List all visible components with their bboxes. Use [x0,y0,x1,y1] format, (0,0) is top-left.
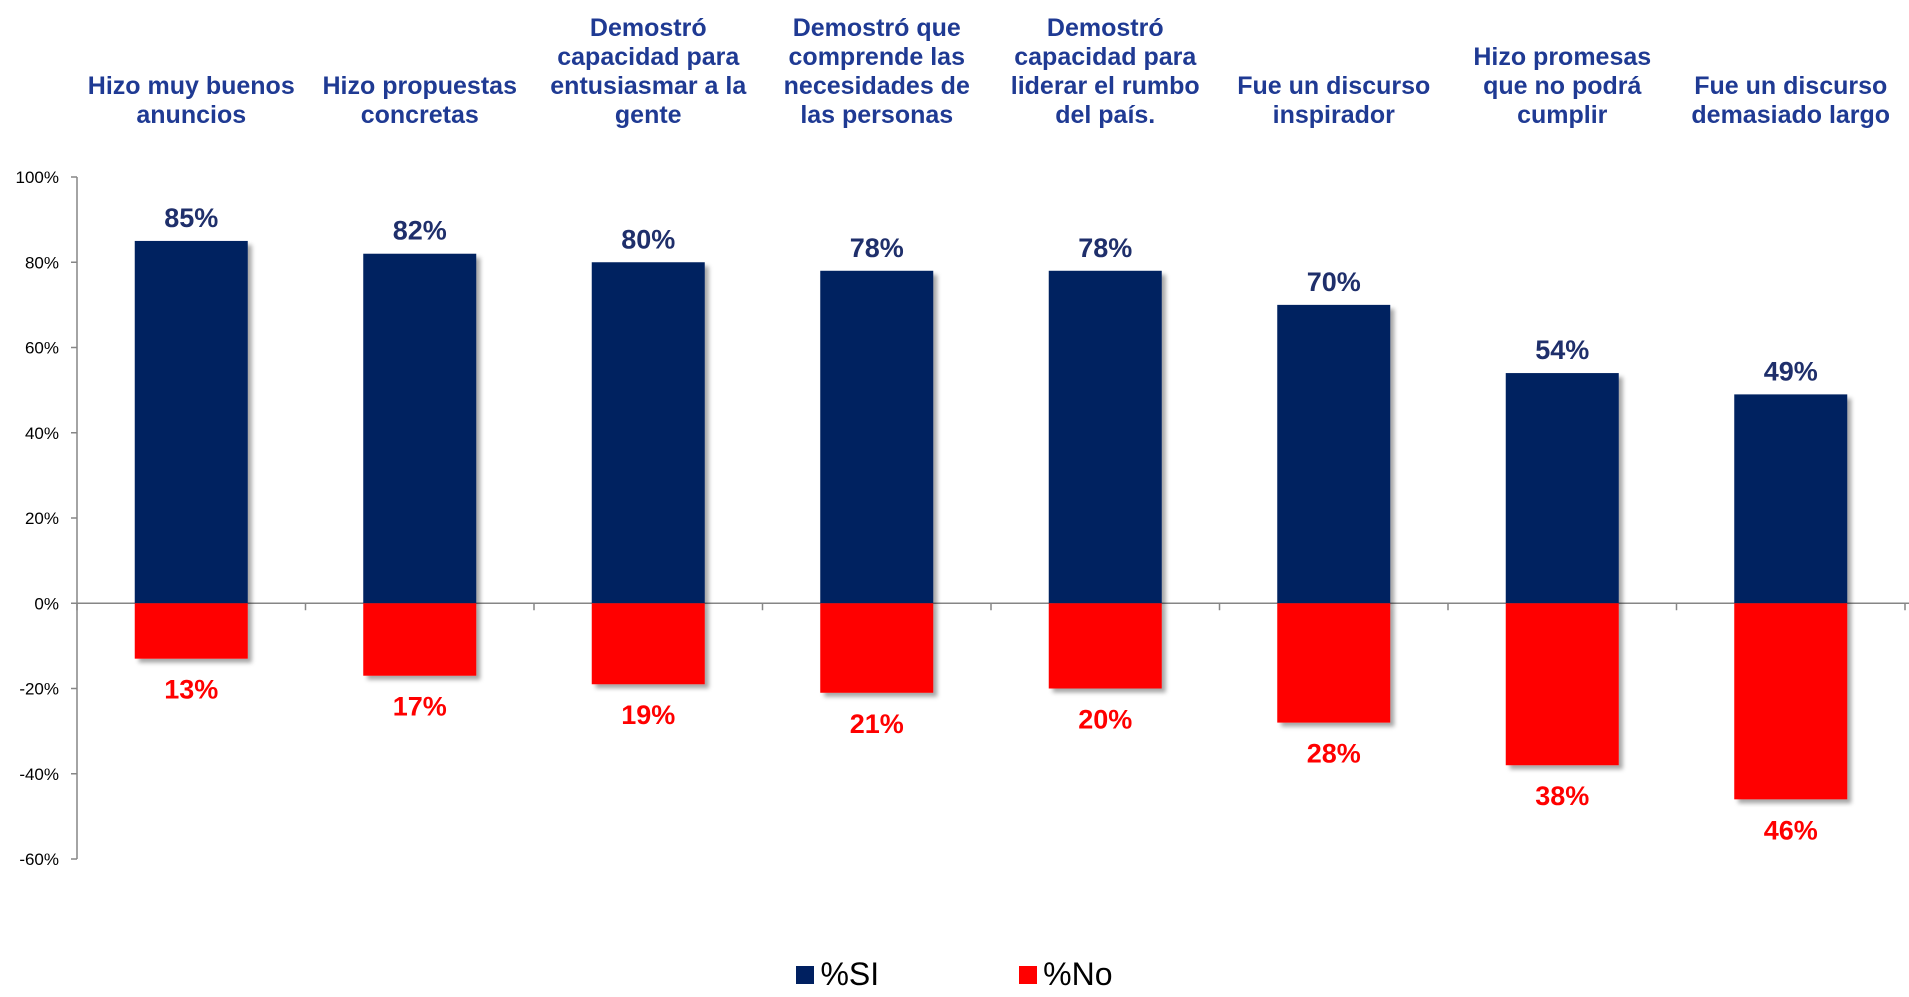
legend-item-no: %No [1019,956,1113,993]
category-label: Fue un discurso demasiado largo [1691,72,1890,129]
category-label-line: anuncios [136,101,246,129]
data-label-no: 21% [850,709,904,739]
data-label-no: 20% [1078,705,1132,735]
bar-si [1048,270,1162,604]
bar-no [820,603,934,693]
category-label-line: liderar el rumbo [1011,72,1200,100]
category-label-line: Demostró que [793,14,961,42]
data-label-no: 13% [164,675,218,705]
bar-no [591,603,705,685]
category-label-line: Hizo muy buenos [88,72,295,100]
data-label-no: 38% [1535,781,1589,811]
data-label-si: 85% [164,203,218,233]
y-tick-label: -60% [19,850,59,869]
y-tick-label: 80% [25,253,59,272]
legend-label-no: %No [1043,956,1113,992]
data-label-si: 49% [1764,356,1818,386]
category-label-line: cumplir [1517,101,1608,129]
legend-swatch-si [796,965,815,984]
y-tick-label: -20% [19,680,59,699]
category-label-line: las personas [800,101,953,129]
y-tick-label: 40% [25,424,59,443]
bar-si [1277,304,1391,604]
bar-si [1505,373,1619,604]
bar-si [134,240,248,604]
bar-no [1734,603,1848,800]
category-label: Hizo propuestas concretas [323,72,517,129]
category-label-line: concretas [361,101,479,129]
category-label-line: Demostró [1047,14,1164,42]
category-label-line: Demostró [590,14,707,42]
category-label-line: Hizo propuestas [323,72,517,100]
bar-no [1048,603,1162,689]
category-label-line: del país. [1055,101,1155,129]
bar-no [134,603,248,659]
category-label-line: capacidad para [1014,43,1197,71]
category-label-line: entusiasmar a la [550,72,747,100]
data-label-no: 28% [1307,739,1361,769]
bar-si [591,262,705,604]
axes: 100% 80% 60% 40% 20% 0% -20% -40% -60% [16,168,1909,869]
category-label: Demostró capacidad para entusiasmar a la ge… [550,14,747,129]
bar-no [1277,603,1391,723]
y-tick-label: -40% [19,765,59,784]
category-label: Demostró capacidad para liderar el rumbo de… [1011,14,1200,129]
bar-no [1505,603,1619,766]
category-label-line: Hizo promesas [1473,43,1651,71]
data-label-si: 82% [393,216,447,246]
category-label: Hizo muy buenos anuncios [88,72,295,129]
data-label-no: 19% [621,700,675,730]
category-label-line: Fue un discurso [1237,72,1430,100]
category-label: Fue un discurso inspirador [1237,72,1430,129]
category-label-line: inspirador [1273,101,1396,129]
category-label: Demostró que comprende las necesidades de l… [784,14,970,129]
legend: %SI %No [0,956,1909,993]
bar-si [363,253,477,604]
y-tick-label: 60% [25,339,59,358]
category-label-line: gente [615,101,682,129]
y-tick-label: 20% [25,509,59,528]
legend-label-si: %SI [820,956,880,992]
bar-si [820,270,934,604]
data-label-si: 78% [1078,233,1132,263]
y-tick-label: 0% [34,594,59,613]
data-label-si: 54% [1535,335,1589,365]
y-tick-label: 100% [16,168,59,187]
data-label-no: 46% [1764,815,1818,845]
data-label-si: 78% [850,233,904,263]
data-label-si: 70% [1307,267,1361,297]
bar-si [1734,394,1848,604]
category-label-line: capacidad para [557,43,740,71]
category-label-line: necesidades de [784,72,970,100]
data-label-no: 17% [393,692,447,722]
category-label-line: demasiado largo [1691,101,1890,129]
legend-item-si: %SI [796,956,879,993]
data-label-si: 80% [621,224,675,254]
category-label-line: que no podrá [1483,72,1641,100]
bar-no [363,603,477,676]
bars [134,240,1848,800]
category-label-line: comprende las [789,43,965,71]
category-label: Hizo promesas que no podrá cumplir [1473,43,1651,129]
category-label-line: Fue un discurso [1694,72,1887,100]
legend-swatch-no [1019,965,1038,984]
